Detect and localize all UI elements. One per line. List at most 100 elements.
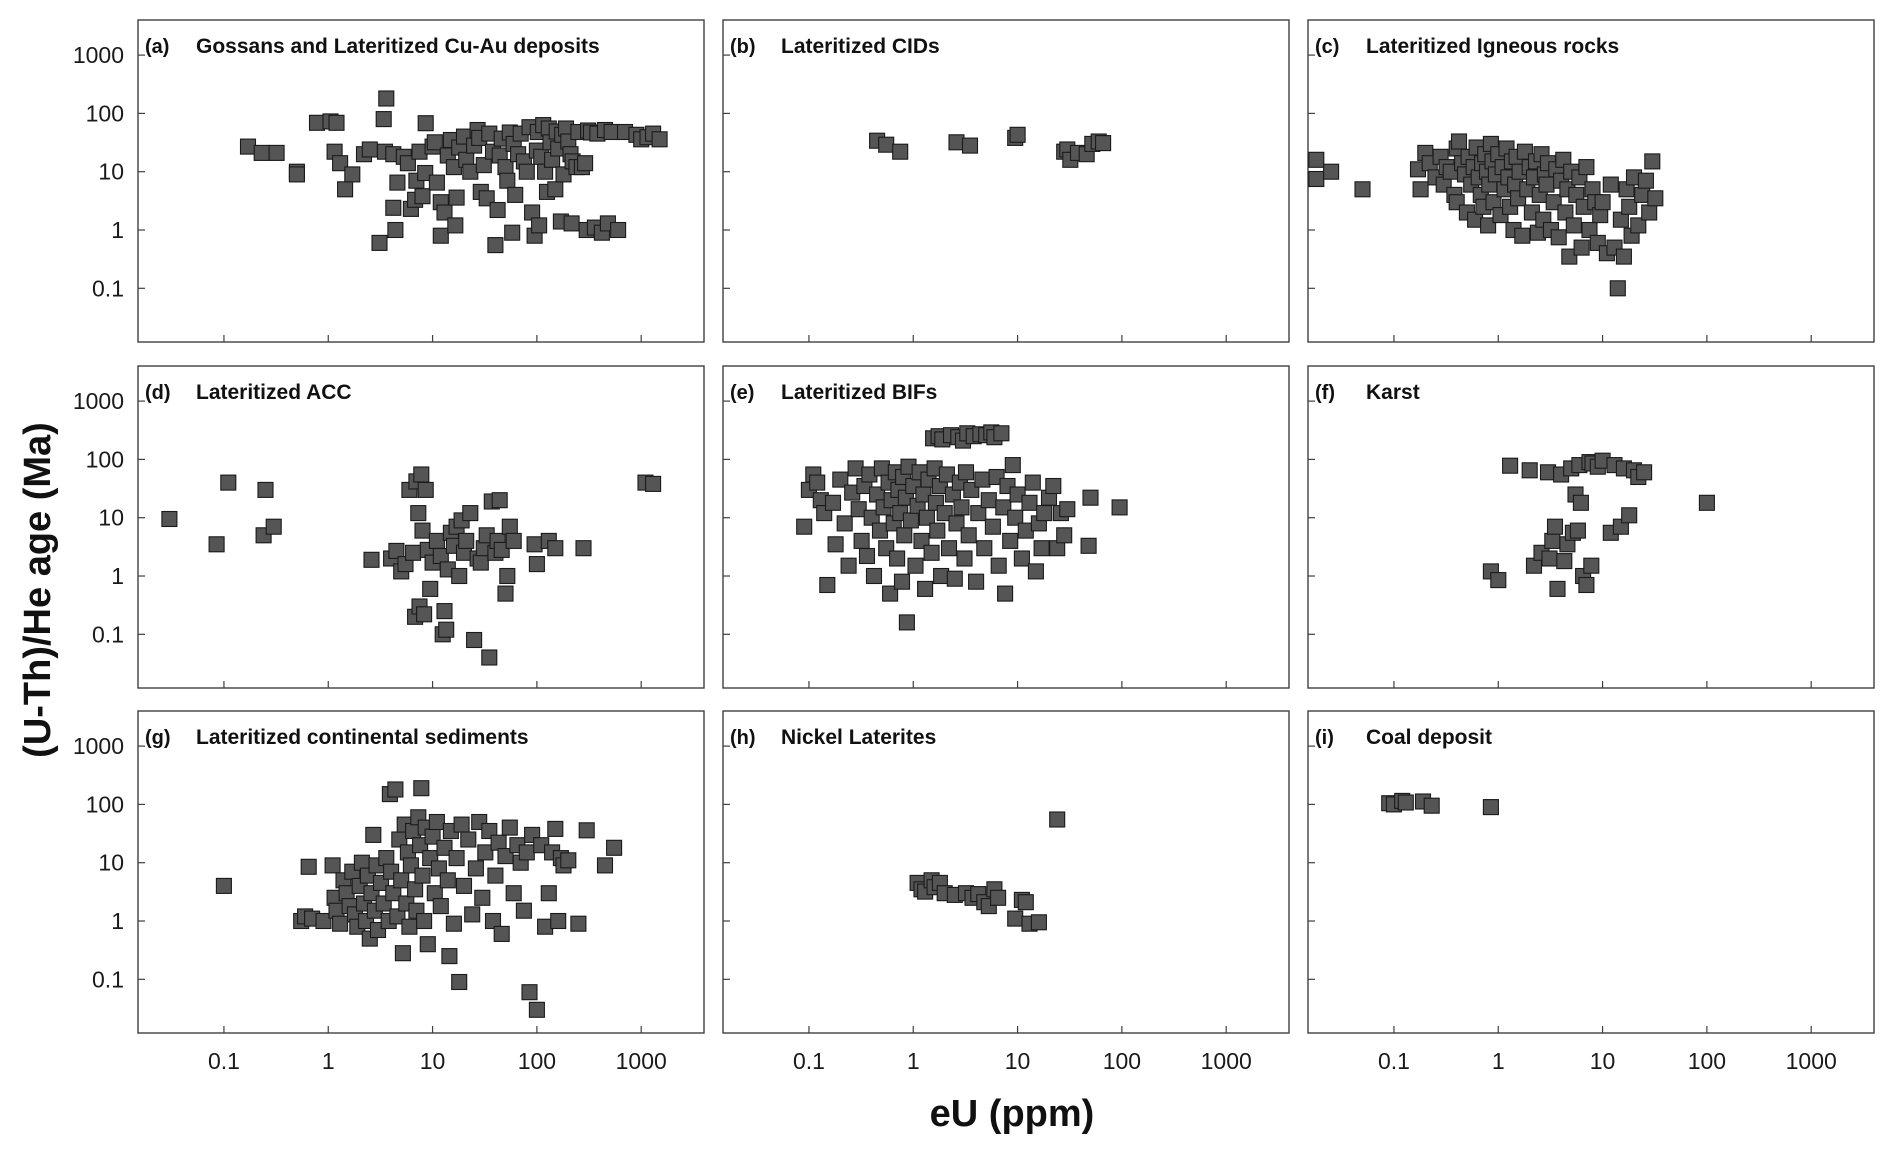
data-point (1450, 133, 1468, 150)
panel-letter: (e) (730, 382, 754, 404)
data-point (1565, 217, 1582, 234)
data-point (1009, 486, 1026, 503)
data-point (1080, 537, 1097, 554)
data-point (414, 867, 431, 884)
data-point (445, 915, 462, 932)
panel-points (869, 126, 1112, 168)
y-tick-label: 10 (98, 159, 124, 185)
data-point (361, 141, 378, 158)
panel-e: (e) Lateritized BIFs (722, 365, 1290, 689)
data-point (499, 567, 516, 585)
data-point (1621, 507, 1638, 524)
data-point (550, 912, 567, 930)
data-point (968, 573, 985, 590)
data-point (460, 831, 477, 848)
data-point (1308, 170, 1325, 188)
data-point (850, 501, 867, 518)
data-point (428, 532, 445, 549)
data-point (957, 464, 975, 481)
data-point (1480, 217, 1497, 234)
data-point (1030, 914, 1047, 931)
data-point (268, 144, 285, 161)
data-point (606, 839, 623, 856)
data-point (426, 134, 443, 151)
data-point (208, 536, 225, 553)
data-point (497, 585, 514, 602)
data-point (490, 834, 507, 851)
data-point (1036, 505, 1053, 522)
data-point (1583, 557, 1600, 574)
data-point (428, 174, 445, 191)
y-tick-label: 1000 (73, 733, 124, 759)
data-point (902, 512, 919, 529)
data-point (1308, 151, 1325, 168)
data-point (253, 144, 270, 161)
data-point (847, 460, 864, 477)
panel-a: 0.1 1 10 100 1000 (a) Gossans and Lateritized … (73, 19, 705, 343)
data-point (455, 877, 473, 894)
panel-points (215, 780, 623, 1018)
data-point (410, 505, 427, 522)
y-tick-label: 1 (111, 563, 124, 589)
data-point (518, 163, 535, 180)
data-point (332, 915, 349, 932)
data-point (997, 585, 1014, 602)
data-point (413, 780, 430, 797)
data-point (923, 544, 940, 561)
panel-points (909, 811, 1066, 932)
data-point (428, 813, 445, 831)
data-point (1637, 172, 1654, 189)
data-point (961, 137, 979, 154)
data-point (458, 532, 475, 549)
data-point (436, 603, 453, 620)
data-point (933, 567, 950, 585)
panel-title: Lateritized CIDs (781, 35, 940, 58)
data-point (953, 499, 970, 516)
data-point (809, 474, 826, 491)
data-point (484, 912, 502, 930)
data-point (328, 114, 345, 131)
data-point (540, 885, 557, 902)
data-point (873, 460, 890, 477)
y-tick-label: 0.1 (92, 966, 124, 992)
data-point (824, 494, 842, 511)
data-point (388, 542, 405, 559)
data-point (220, 474, 237, 491)
data-point (441, 948, 458, 965)
data-point (389, 174, 406, 191)
panel-title: Lateritized BIFs (781, 381, 937, 404)
y-tick-label: 100 (86, 100, 124, 126)
y-tick-label: 10 (98, 505, 124, 531)
data-point (578, 822, 595, 839)
data-point (1049, 811, 1066, 828)
data-point (840, 557, 857, 574)
data-point (796, 518, 813, 535)
data-point (1594, 194, 1611, 211)
data-point (416, 912, 433, 930)
data-point (472, 554, 489, 571)
panel-letter: (f) (1315, 382, 1335, 404)
y-tick-label: 100 (86, 791, 124, 817)
data-point (645, 475, 662, 492)
panel-letter: (i) (1315, 727, 1334, 749)
x-tick-label: 10 (420, 1048, 446, 1074)
data-point (337, 181, 354, 198)
data-point (878, 136, 895, 153)
data-point (257, 481, 274, 498)
data-point (1561, 248, 1578, 265)
data-point (265, 518, 282, 535)
data-point (651, 131, 668, 148)
data-point (332, 155, 349, 172)
data-point (521, 984, 538, 1001)
data-point (560, 852, 577, 869)
data-point (1007, 509, 1024, 526)
data-point (863, 509, 880, 526)
data-point (940, 540, 958, 557)
y-tick-label: 1000 (73, 388, 124, 414)
data-point (1354, 181, 1371, 198)
data-point (365, 826, 382, 843)
data-point (504, 224, 521, 241)
data-point (300, 858, 317, 875)
data-point (407, 881, 424, 898)
data-point (378, 90, 395, 107)
